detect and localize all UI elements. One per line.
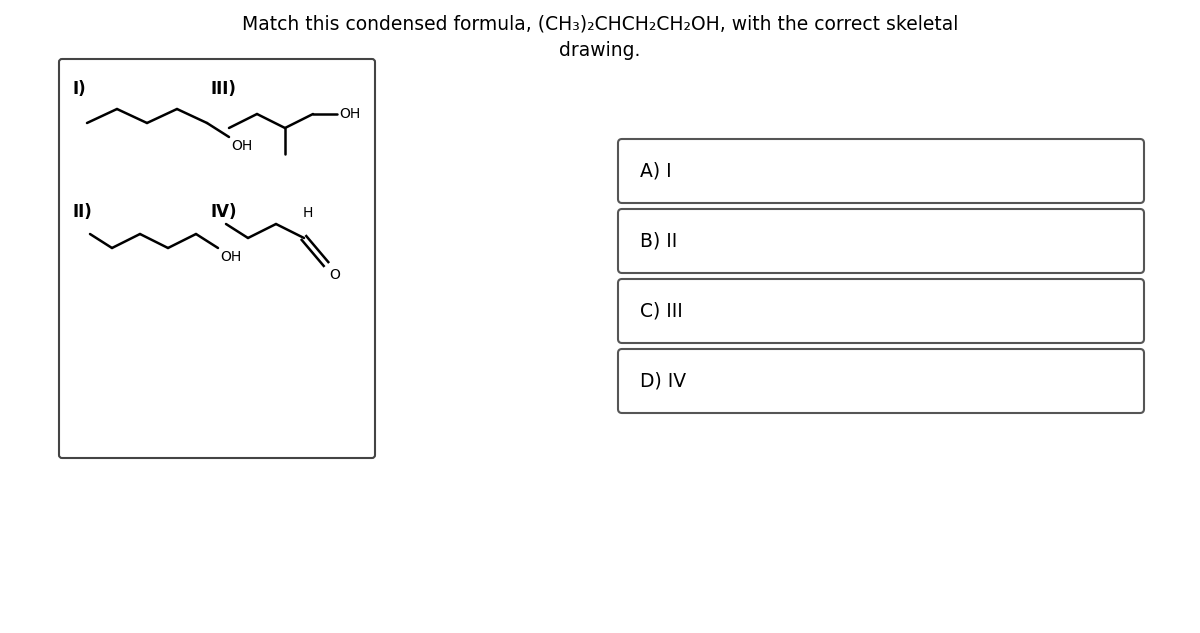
FancyBboxPatch shape — [618, 139, 1144, 203]
Text: A) I: A) I — [640, 161, 672, 180]
Text: OH: OH — [220, 250, 241, 264]
Text: OH: OH — [230, 139, 252, 153]
FancyBboxPatch shape — [618, 349, 1144, 413]
Text: II): II) — [72, 203, 91, 221]
Text: I): I) — [72, 80, 85, 98]
Text: C) III: C) III — [640, 301, 683, 320]
Text: D) IV: D) IV — [640, 372, 686, 391]
Text: III): III) — [210, 80, 236, 98]
Text: OH: OH — [340, 107, 360, 121]
Text: drawing.: drawing. — [559, 41, 641, 60]
FancyBboxPatch shape — [618, 279, 1144, 343]
Text: B) II: B) II — [640, 232, 677, 251]
Text: Match this condensed formula, (CH₃)₂CHCH₂CH₂OH, with the correct skeletal: Match this condensed formula, (CH₃)₂CHCH… — [242, 15, 958, 34]
FancyBboxPatch shape — [618, 209, 1144, 273]
Text: IV): IV) — [210, 203, 236, 221]
Text: H: H — [302, 206, 313, 220]
Text: O: O — [329, 268, 340, 282]
FancyBboxPatch shape — [59, 59, 374, 458]
